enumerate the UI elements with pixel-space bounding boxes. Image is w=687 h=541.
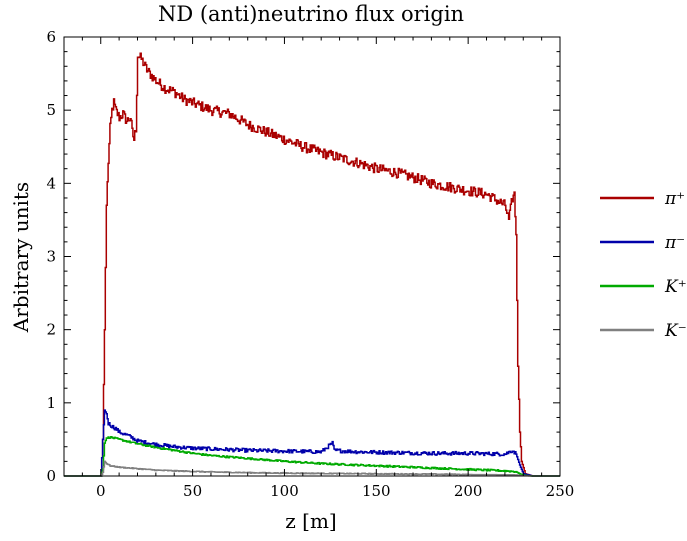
x-tick-label-2: 100 bbox=[270, 482, 299, 500]
x-tick-label-1: 50 bbox=[183, 482, 202, 500]
y-tick-label-5: 5 bbox=[46, 101, 56, 119]
legend-label-0: π⁺ bbox=[664, 189, 685, 209]
legend-label-3: K⁻ bbox=[664, 321, 687, 341]
x-tick-label-4: 200 bbox=[454, 482, 483, 500]
series-line-0 bbox=[64, 52, 560, 477]
y-tick-label-3: 3 bbox=[46, 248, 56, 266]
legend-label-1: π⁻ bbox=[664, 233, 685, 253]
series-line-2 bbox=[64, 435, 560, 477]
y-tick-label-4: 4 bbox=[46, 174, 56, 192]
chart-title: ND (anti)neutrino flux origin bbox=[158, 2, 464, 26]
series-line-1 bbox=[64, 409, 560, 477]
x-tick-label-5: 250 bbox=[546, 482, 575, 500]
series-line-3 bbox=[64, 460, 560, 477]
x-tick-label-3: 150 bbox=[362, 482, 391, 500]
x-axis-title: z [m] bbox=[285, 509, 336, 533]
y-axis-title: Arbitrary units bbox=[9, 182, 33, 333]
plot-area: 0 50 100 150 200 250 0 1 2 3 4 5 6 bbox=[46, 28, 574, 500]
legend-label-2: K⁺ bbox=[664, 277, 687, 297]
legend: π⁺ π⁻ K⁺ K⁻ bbox=[600, 189, 687, 341]
plot-frame bbox=[63, 36, 561, 477]
y-tick-label-6: 6 bbox=[46, 28, 56, 46]
y-tick-label-1: 1 bbox=[46, 394, 56, 412]
y-tick-label-0: 0 bbox=[46, 467, 56, 485]
x-tick-label-0: 0 bbox=[96, 482, 106, 500]
y-tick-label-2: 2 bbox=[46, 321, 56, 339]
